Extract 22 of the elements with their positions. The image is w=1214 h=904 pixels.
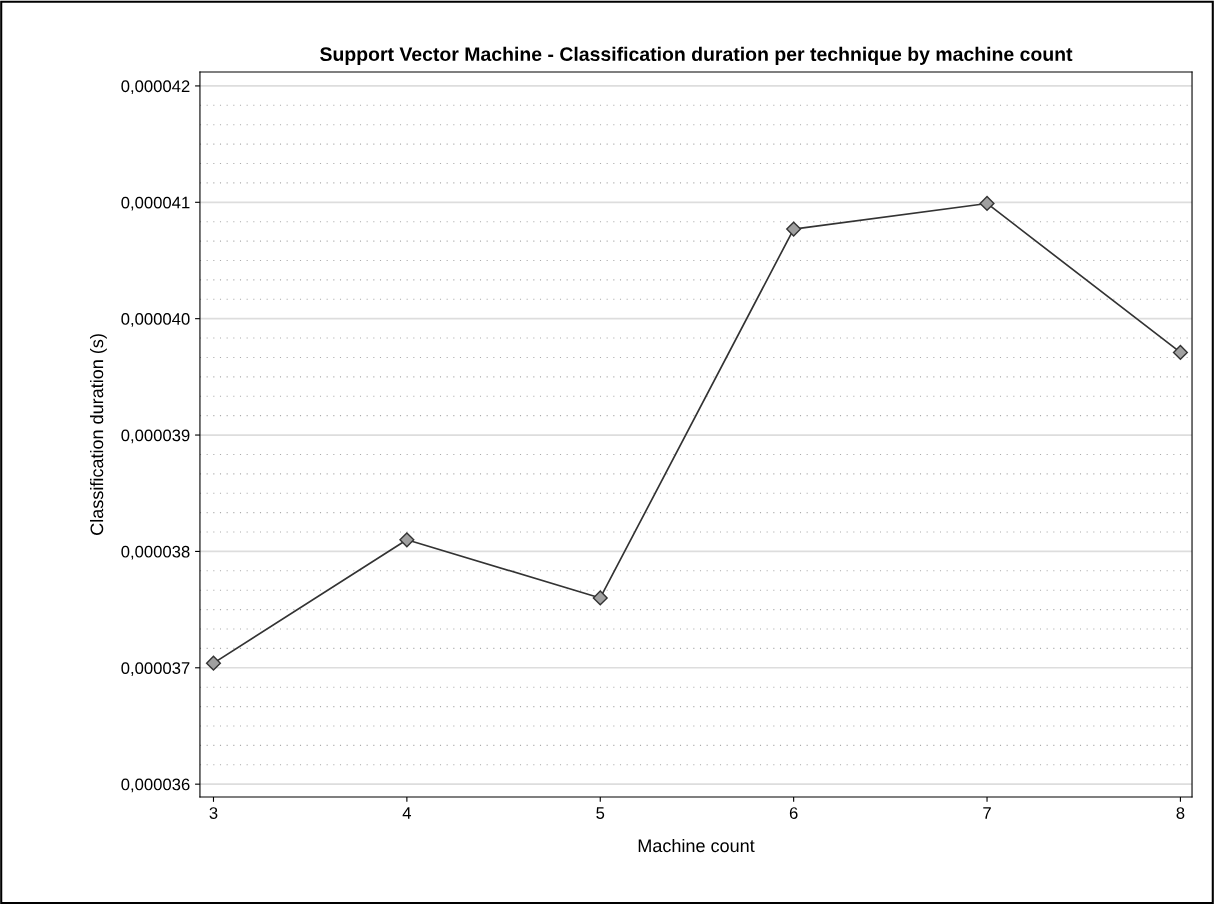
point [399,532,415,548]
point [205,655,222,671]
y-tick-label: 0,000042 [121,80,190,95]
x-axis-title: Machine count [638,838,755,853]
x-tick-label: 6 [789,807,798,819]
point [592,590,608,606]
x-tick-label: 5 [596,807,605,819]
y-tick-label: 0,000038 [121,545,190,560]
y-tick-label: 0,000036 [121,778,190,793]
x-tick-label: 3 [209,807,218,819]
y-axis-title: Classification duration (s) [90,334,107,535]
y-tick-label: 0,000040 [121,313,190,327]
point [979,195,995,212]
y-tick-label: 0,000041 [121,196,190,211]
y-tick-label: 0,000039 [121,429,190,444]
x-tick-label: 8 [1176,807,1185,819]
point [1172,344,1188,360]
chart-title: Support Vector Machine - Classification duration per technique by machine count [320,46,1073,65]
point [786,221,802,237]
y-tick-label: 0,000037 [121,662,190,676]
x-tick-label: 7 [983,807,991,819]
x-tick-label: 4 [402,807,412,819]
